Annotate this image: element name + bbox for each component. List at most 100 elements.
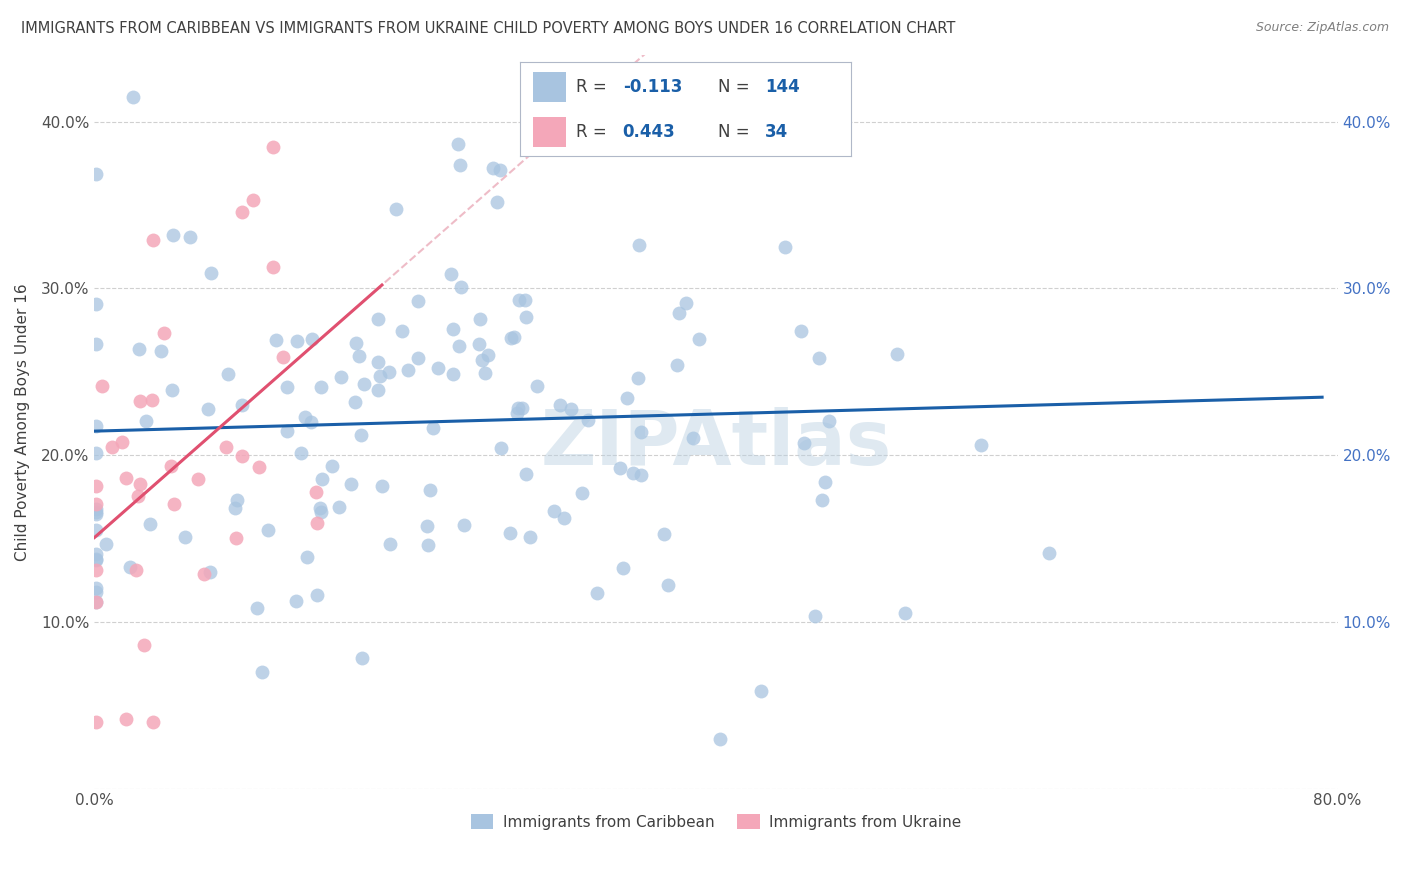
Point [215,440,238,454]
Text: R =: R = [576,78,613,95]
Point [262,260,284,275]
Point [793,436,815,450]
Point [468,311,491,326]
Point [370,478,392,492]
Text: ZIPAtlas: ZIPAtlas [540,407,891,481]
Point [406,293,429,308]
Point [471,352,494,367]
Point [231,398,253,412]
Point [308,501,330,516]
Point [474,366,496,380]
Point [84,296,107,310]
Point [84,523,107,537]
Point [329,369,352,384]
Point [120,559,142,574]
Point [84,552,107,566]
Point [250,665,273,679]
Point [129,394,152,409]
Point [513,293,536,307]
Point [153,326,176,340]
Point [368,368,391,383]
Point [426,360,449,375]
Point [343,395,366,409]
Point [121,90,143,104]
Text: 34: 34 [765,123,787,141]
Point [441,322,464,336]
Point [84,553,107,567]
Point [548,398,571,412]
Point [84,502,107,516]
Point [450,280,472,294]
Point [162,227,184,242]
Point [115,471,138,485]
Bar [533,72,567,102]
Point [804,608,827,623]
Point [377,365,399,379]
Point [482,161,505,176]
Point [307,587,329,601]
Point [657,578,679,592]
Point [630,425,652,439]
Point [340,477,363,491]
Point [84,595,107,609]
Point [553,511,575,525]
Point [84,337,107,351]
Point [468,337,491,351]
Point [450,158,472,172]
Point [515,310,537,324]
Point [344,336,367,351]
Point [586,586,609,600]
Point [441,367,464,381]
Y-axis label: Child Poverty Among Boys Under 16: Child Poverty Among Boys Under 16 [15,283,30,561]
Point [630,467,652,482]
Point [503,330,526,344]
Point [299,415,322,429]
Point [477,348,499,362]
Point [242,193,264,207]
Point [94,537,117,551]
Point [447,136,470,151]
Point [1038,546,1060,560]
Point [773,240,796,254]
Text: 0.443: 0.443 [623,123,675,141]
Legend: Immigrants from Caribbean, Immigrants from Ukraine: Immigrants from Caribbean, Immigrants fr… [464,807,967,836]
Point [609,461,631,475]
Point [526,378,548,392]
Point [501,331,523,345]
Point [627,237,650,252]
Point [139,517,162,532]
Point [264,333,287,347]
Point [886,346,908,360]
Point [749,684,772,698]
Point [224,500,246,515]
Point [271,350,294,364]
Point [135,414,157,428]
Point [328,500,350,514]
Point [173,530,195,544]
Point [84,563,107,577]
Point [508,293,530,308]
Point [127,490,149,504]
Point [321,458,343,473]
Point [84,547,107,561]
Point [709,731,731,746]
Point [217,367,239,381]
Point [353,376,375,391]
Point [193,566,215,581]
Point [807,351,830,365]
Point [186,472,208,486]
Point [543,504,565,518]
Point [305,484,328,499]
Text: R =: R = [576,123,613,141]
Point [506,401,529,415]
Point [132,638,155,652]
Text: -0.113: -0.113 [623,78,682,95]
Point [142,233,165,247]
Point [84,419,107,434]
Point [666,358,689,372]
Point [276,424,298,438]
Point [571,486,593,500]
Point [688,332,710,346]
Point [762,90,785,104]
Point [285,334,308,348]
